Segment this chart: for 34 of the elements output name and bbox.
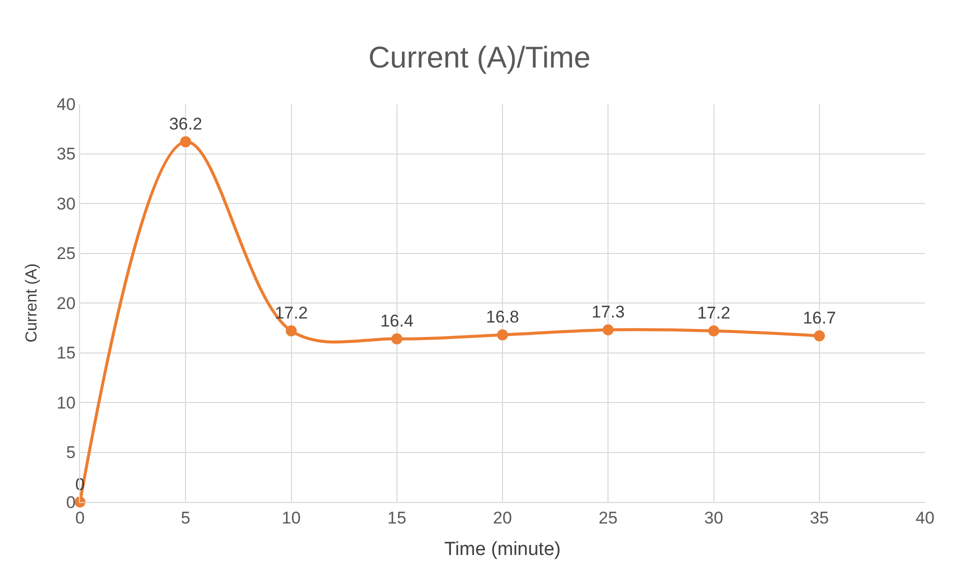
data-label: 16.7 (802, 308, 836, 328)
y-tick-label: 35 (56, 144, 76, 164)
y-tick-label: 25 (56, 244, 76, 264)
y-axis-title: Current (A) (24, 263, 41, 343)
y-tick-label: 30 (56, 194, 76, 214)
chart-title: Current (A)/Time (368, 42, 591, 75)
x-axis-title: Time (minute) (444, 539, 561, 560)
y-tick-label: 10 (56, 393, 76, 412)
data-label: 16.4 (380, 312, 414, 331)
data-label: 17.2 (697, 304, 730, 323)
point (180, 136, 192, 148)
x-tick-label: 15 (387, 508, 406, 528)
x-tick-label: 35 (810, 508, 829, 528)
y-tick-label: 15 (56, 344, 76, 363)
point (602, 324, 614, 336)
x-tick-label: 25 (598, 508, 618, 528)
data-label: 17.3 (592, 302, 625, 322)
y-tick-label: 20 (56, 294, 76, 313)
x-tick-label: 30 (704, 508, 724, 528)
x-tick-label: 40 (916, 508, 934, 528)
data-label: 36.2 (169, 114, 202, 134)
x-tick-label: 10 (282, 508, 301, 528)
x-tick-label: 20 (493, 508, 512, 528)
data-label: 17.2 (274, 304, 308, 323)
y-tick-label: 40 (56, 94, 76, 114)
y-tick-label: 5 (66, 443, 76, 462)
point (391, 333, 402, 344)
point (286, 325, 297, 336)
y-tick-label: 0 (66, 492, 76, 512)
x-tick-label: 5 (180, 508, 190, 528)
point (814, 330, 825, 342)
point (708, 325, 720, 336)
data-label: 16.8 (486, 308, 520, 327)
point (497, 329, 508, 340)
